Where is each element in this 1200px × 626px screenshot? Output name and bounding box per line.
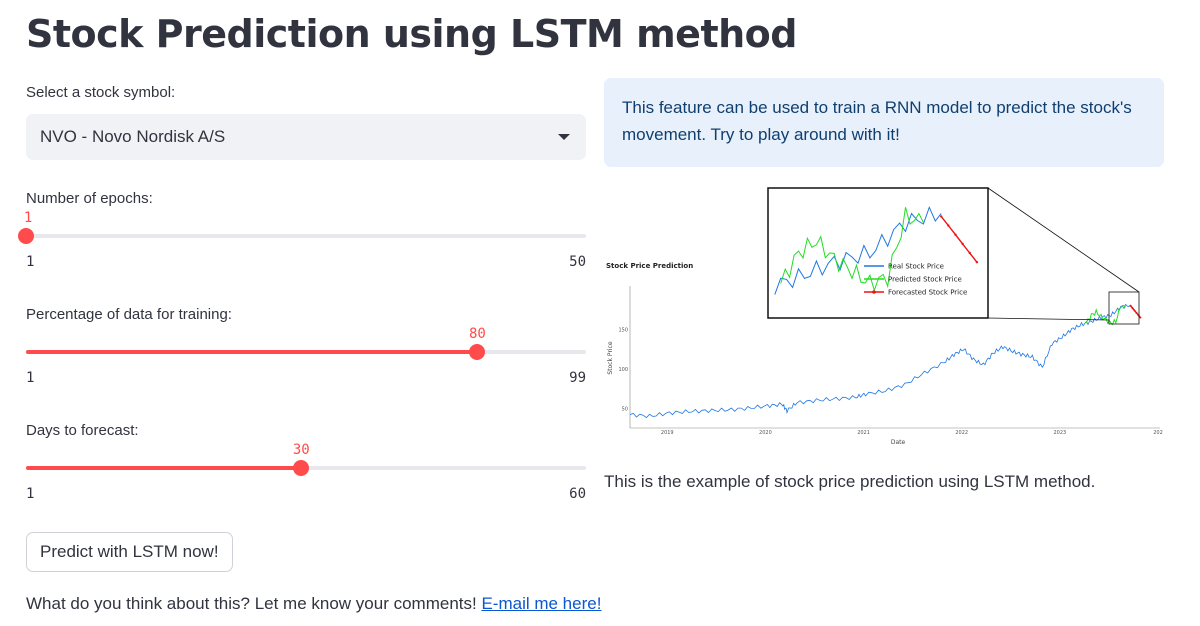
chart-title: Stock Price Prediction: [606, 262, 693, 270]
inset-series-forecast: [940, 215, 978, 263]
inset-forecast-point: [954, 233, 957, 236]
inset-forecast-point: [968, 251, 971, 255]
forecast-point: [1133, 309, 1136, 312]
inset-forecast-point: [961, 242, 964, 246]
inset-forecast-point: [975, 260, 979, 264]
legend-marker: [872, 290, 876, 294]
slider-max: 50: [569, 254, 586, 270]
slider-max: 99: [569, 370, 586, 386]
y-tick-label: 50: [622, 406, 628, 412]
footer-text: What do you think about this? Let me kno…: [26, 594, 601, 614]
chevron-down-icon[interactable]: [558, 134, 570, 140]
slider-max: 60: [569, 486, 586, 502]
series-line-real: [629, 303, 1131, 419]
series-line-predicted: [1085, 304, 1126, 326]
legend-label: Forecasted Stock Price: [888, 289, 967, 297]
inset-forecast-point: [947, 224, 950, 227]
inset-series-real: [774, 205, 942, 295]
predict-button[interactable]: Predict with LSTM now!: [26, 532, 233, 572]
x-tick-label: 2022: [955, 430, 968, 436]
stock-prediction-chart: Stock Price Prediction 2019 2020 2021 2022 2…: [606, 187, 1163, 446]
forecast-point: [1131, 307, 1134, 310]
zoom-inset-panel: [767, 187, 989, 319]
slider-track[interactable]: [26, 234, 586, 238]
stock-select[interactable]: NVO - Novo Nordisk A/S: [26, 114, 586, 160]
forecast-point: [1129, 304, 1132, 307]
epochs-slider[interactable]: Number of epochs: 1 1 50: [18, 190, 586, 300]
slider-min: 1: [26, 370, 35, 386]
slider-value: 1: [23, 210, 33, 226]
slider-min: 1: [26, 486, 35, 502]
forecast-point: [1139, 316, 1142, 319]
zoom-connector-line: [987, 187, 1140, 293]
email-link[interactable]: E-mail me here!: [481, 594, 602, 613]
slider-thumb[interactable]: [18, 228, 34, 244]
slider-value: 30: [292, 442, 310, 458]
training-slider-label: Percentage of data for training:: [26, 306, 232, 323]
forecast-point: [1135, 311, 1138, 314]
footer-message: What do you think about this? Let me kno…: [26, 594, 482, 613]
slider-fill: [26, 466, 302, 470]
forecast-slider-label: Days to forecast:: [26, 422, 139, 439]
chart-caption: This is the example of stock price predi…: [604, 472, 1096, 491]
stock-select-value: NVO - Novo Nordisk A/S: [40, 127, 226, 146]
x-tick-label: 2020: [759, 430, 772, 436]
training-percentage-slider[interactable]: Percentage of data for training: 80 1 99: [26, 306, 586, 416]
x-tick-label: 202: [1153, 430, 1163, 436]
inset-series-predicted: [780, 207, 924, 293]
slider-thumb[interactable]: [293, 460, 310, 476]
x-axis-label: Date: [891, 439, 906, 446]
stock-select-label: Select a stock symbol:: [26, 84, 176, 101]
legend-label: Predicted Stock Price: [888, 276, 962, 284]
x-tick-label: 2019: [661, 430, 674, 436]
page-title: Stock Prediction using LSTM method: [26, 12, 797, 56]
slider-min: 1: [26, 254, 35, 270]
y-tick-label: 100: [618, 367, 628, 373]
x-tick-label: 2021: [857, 430, 870, 436]
slider-value: 80: [468, 326, 486, 342]
y-axis-label: Stock Price: [607, 341, 614, 374]
slider-fill: [26, 350, 478, 354]
info-box: This feature can be used to train a RNN …: [604, 78, 1164, 167]
epochs-slider-label: Number of epochs:: [26, 190, 153, 207]
slider-thumb[interactable]: [469, 344, 486, 360]
y-tick-label: 150: [618, 327, 628, 333]
inset-forecast-point: [940, 215, 943, 218]
zoom-region: [1108, 291, 1140, 325]
x-tick-label: 2023: [1053, 430, 1066, 436]
zoom-connector-line: [987, 317, 1110, 321]
forecast-days-slider[interactable]: Days to forecast: 30 1 60: [26, 422, 586, 532]
legend-label: Real Stock Price: [888, 263, 944, 271]
